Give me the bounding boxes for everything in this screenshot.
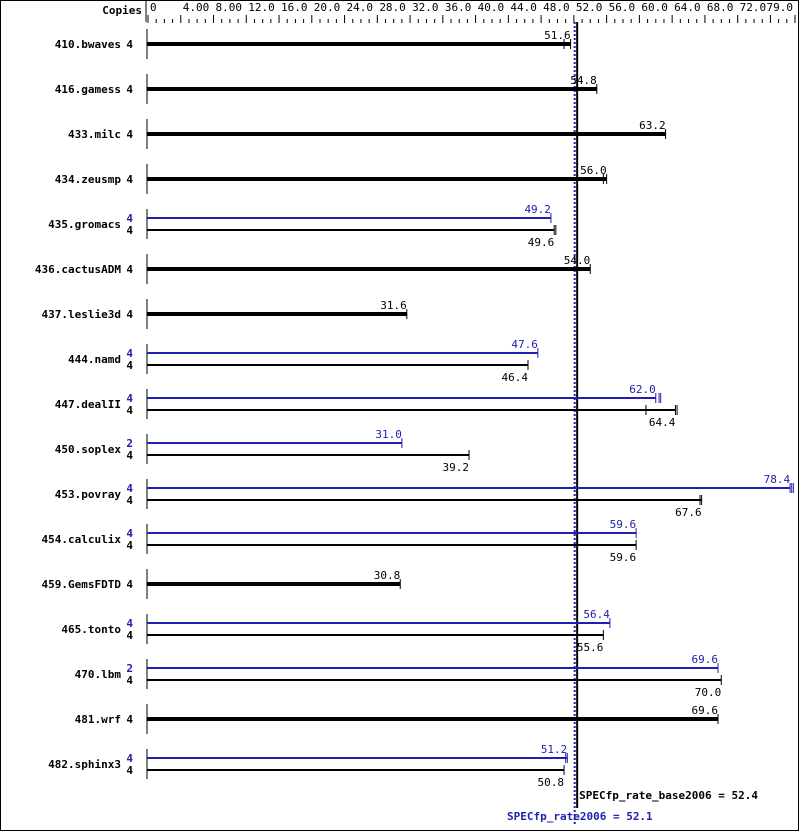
base-copies: 4 (126, 494, 133, 507)
benchmark-name: 435.gromacs (48, 218, 121, 231)
base-copies: 4 (126, 713, 133, 726)
base-value-label: 69.6 (692, 704, 719, 717)
base-value-label: 50.8 (538, 776, 565, 789)
base-value-label: 54.8 (570, 74, 597, 87)
base-value-label: 30.8 (374, 569, 401, 582)
base-value-label: 46.4 (502, 371, 529, 384)
base-copies: 4 (126, 449, 133, 462)
base-value-label: 55.6 (577, 641, 604, 654)
peak-copies: 4 (126, 482, 133, 495)
peak-copies: 4 (126, 527, 133, 540)
tick-label: 32.0 (412, 1, 439, 14)
benchmark-name: 437.leslie3d (42, 308, 121, 321)
peak-copies: 4 (126, 392, 133, 405)
benchmark-name: 482.sphinx3 (48, 758, 121, 771)
tick-label: 64.0 (674, 1, 701, 14)
tick-label: 36.0 (445, 1, 472, 14)
tick-label: 79.0 (767, 1, 794, 14)
base-copies: 4 (126, 83, 133, 96)
benchmark-name: 434.zeusmp (55, 173, 122, 186)
base-value-label: 64.4 (649, 416, 676, 429)
base-copies: 4 (126, 539, 133, 552)
tick-label: 56.0 (609, 1, 636, 14)
base-copies: 4 (126, 263, 133, 276)
peak-value-label: 49.2 (524, 203, 551, 216)
peak-value-label: 56.4 (583, 608, 610, 621)
base-copies: 4 (126, 674, 133, 687)
tick-label: 28.0 (379, 1, 406, 14)
peak-value-label: 78.4 (764, 473, 791, 486)
benchmark-name: 454.calculix (42, 533, 122, 546)
peak-value-label: 62.0 (629, 383, 656, 396)
base-value-label: 51.6 (544, 29, 571, 42)
tick-label: 12.0 (248, 1, 275, 14)
base-value-label: 59.6 (610, 551, 637, 564)
benchmark-name: 450.soplex (55, 443, 122, 456)
base-copies: 4 (126, 404, 133, 417)
benchmark-name: 436.cactusADM (35, 263, 121, 276)
tick-label: 68.0 (707, 1, 734, 14)
peak-value-label: 31.0 (375, 428, 402, 441)
tick-label: 72.0 (740, 1, 767, 14)
peak-copies: 4 (126, 347, 133, 360)
base-value-label: 54.0 (564, 254, 591, 267)
peak-metric-label: SPECfp_rate2006 = 52.1 (507, 810, 653, 823)
tick-label: 52.0 (576, 1, 603, 14)
peak-value-label: 69.6 (692, 653, 719, 666)
benchmark-name: 416.gamess (55, 83, 121, 96)
tick-label: 44.0 (510, 1, 537, 14)
base-value-label: 39.2 (443, 461, 470, 474)
tick-label: 24.0 (347, 1, 374, 14)
tick-label: 8.00 (216, 1, 243, 14)
peak-copies: 4 (126, 617, 133, 630)
tick-label: 0 (150, 1, 157, 14)
benchmark-name: 459.GemsFDTD (42, 578, 122, 591)
benchmark-name: 465.tonto (61, 623, 121, 636)
base-value-label: 31.6 (380, 299, 407, 312)
peak-copies: 2 (126, 437, 133, 450)
tick-label: 48.0 (543, 1, 570, 14)
base-value-label: 49.6 (528, 236, 555, 249)
base-copies: 4 (126, 173, 133, 186)
tick-label: 4.00 (183, 1, 210, 14)
base-value-label: 67.6 (675, 506, 702, 519)
benchmark-name: 410.bwaves (55, 38, 121, 51)
base-copies: 4 (126, 359, 133, 372)
base-copies: 4 (126, 764, 133, 777)
base-metric-label: SPECfp_rate_base2006 = 52.4 (579, 789, 758, 802)
peak-value-label: 59.6 (610, 518, 637, 531)
base-copies: 4 (126, 629, 133, 642)
benchmark-name: 481.wrf (75, 713, 121, 726)
peak-copies: 2 (126, 662, 133, 675)
base-copies: 4 (126, 128, 133, 141)
base-value-label: 56.0 (580, 164, 607, 177)
peak-copies: 4 (126, 212, 133, 225)
base-copies: 4 (126, 308, 133, 321)
benchmark-name: 453.povray (55, 488, 122, 501)
benchmark-name: 470.lbm (75, 668, 122, 681)
tick-label: 20.0 (314, 1, 341, 14)
tick-label: 16.0 (281, 1, 308, 14)
copies-header: Copies (102, 4, 142, 17)
base-copies: 4 (126, 224, 133, 237)
tick-label: 60.0 (641, 1, 668, 14)
peak-value-label: 51.2 (541, 743, 568, 756)
peak-value-label: 47.6 (511, 338, 538, 351)
base-value-label: 70.0 (695, 686, 722, 699)
base-value-label: 63.2 (639, 119, 666, 132)
benchmark-name: 444.namd (68, 353, 121, 366)
benchmark-name: 447.dealII (55, 398, 121, 411)
benchmark-name: 433.milc (68, 128, 121, 141)
peak-copies: 4 (126, 752, 133, 765)
tick-label: 40.0 (478, 1, 505, 14)
base-copies: 4 (126, 578, 133, 591)
base-copies: 4 (126, 38, 133, 51)
